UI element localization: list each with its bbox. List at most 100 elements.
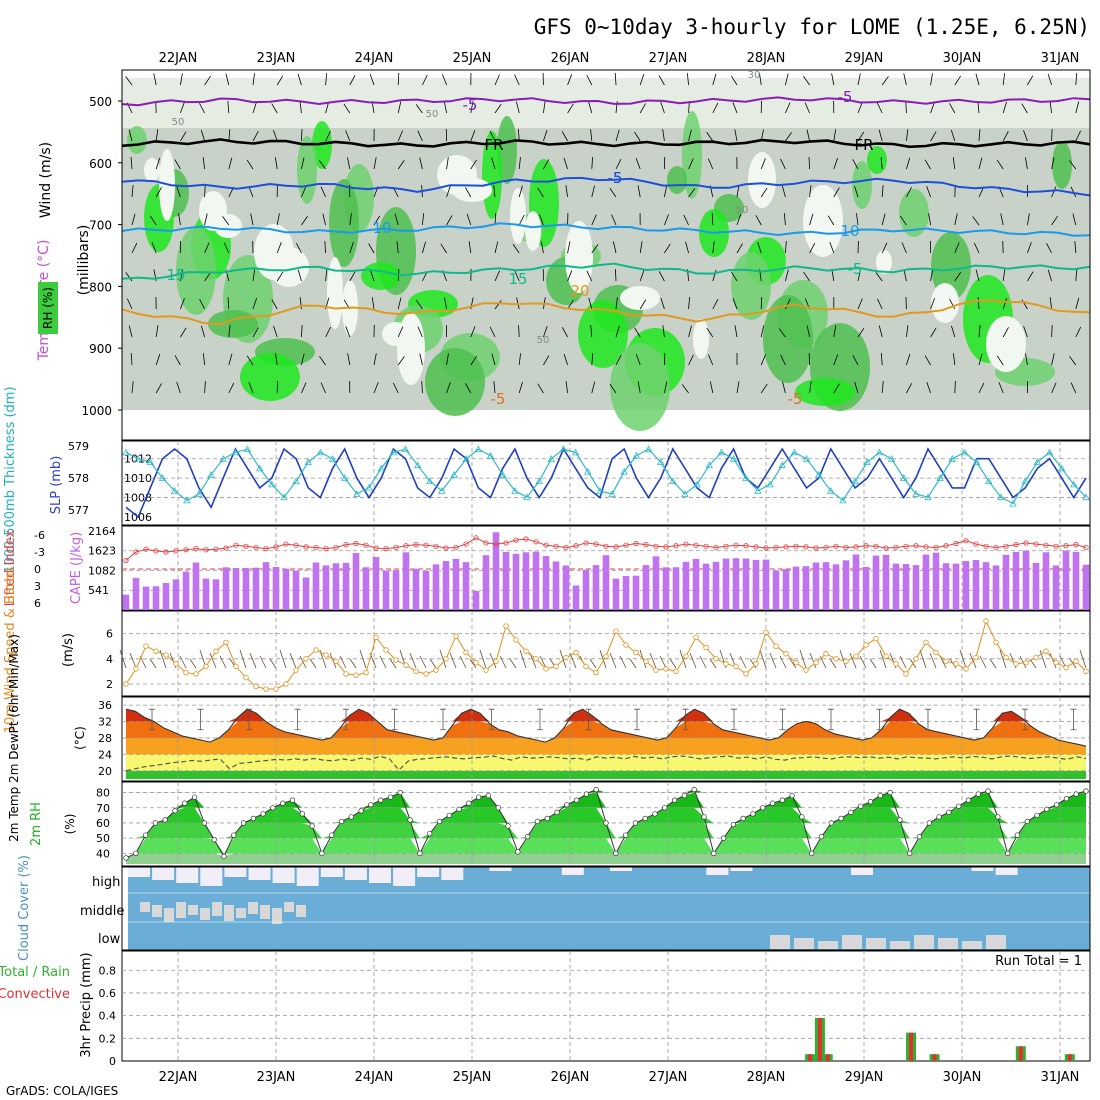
wind-speed-point	[433, 667, 439, 673]
cape-bar	[572, 585, 580, 610]
wind-barb	[155, 187, 162, 198]
wind-barb	[1075, 73, 1078, 86]
precip-tick: 0.2	[99, 1032, 117, 1045]
wind-barb	[664, 185, 668, 198]
rh-dry-patch	[269, 247, 309, 287]
wind-barb	[664, 214, 669, 226]
thickness-point	[243, 445, 252, 453]
cape-bar	[482, 555, 490, 610]
wind-barb	[539, 655, 547, 669]
wind-speed-point	[443, 656, 449, 662]
wind-barb	[252, 297, 258, 310]
wind-barb	[514, 270, 520, 282]
wind-barb	[561, 327, 568, 338]
thickness-point	[1021, 477, 1029, 485]
date-label-top: 30JAN	[943, 51, 982, 66]
cape-bar	[1002, 554, 1010, 610]
wind-barb	[609, 187, 617, 198]
wind-barb	[279, 649, 287, 669]
thickness-point	[474, 445, 483, 453]
wind-barb	[878, 129, 883, 142]
wind-barb	[1049, 101, 1052, 114]
rh-point	[182, 800, 188, 806]
wind-barb	[349, 658, 357, 669]
wind-barb	[369, 269, 375, 282]
cape-bar	[842, 560, 850, 610]
temperature-panel: 20 24 28 32 36	[98, 696, 1091, 782]
date-label-top: 25JAN	[453, 51, 492, 66]
wind-barb	[269, 658, 277, 669]
wind-barb	[249, 652, 257, 669]
wind-barb	[589, 658, 597, 669]
li-tick: -3	[34, 546, 45, 559]
precip-tick: 0.4	[99, 1010, 117, 1023]
li-point	[653, 543, 659, 549]
wind-barb	[180, 102, 185, 114]
li-point	[893, 544, 899, 551]
cape-bar	[782, 569, 790, 610]
cape-bar	[942, 563, 950, 610]
wind-barb	[875, 272, 883, 282]
cloud-middle-block	[236, 908, 246, 918]
wind-barb	[699, 655, 707, 669]
wind-barb	[833, 129, 837, 142]
rh-point	[534, 818, 541, 825]
rh-point	[1024, 818, 1030, 825]
li-point	[323, 545, 329, 552]
temperature-contour	[121, 138, 1091, 149]
panel-labels: Wind (m/s)Temperature (°C)RH (%)(milliba…	[3, 142, 94, 1058]
wind-barb	[637, 381, 641, 394]
wind-barb	[343, 103, 351, 114]
wind-speed-point	[1043, 648, 1049, 654]
cape-bar	[592, 565, 600, 610]
cloud-high-block	[851, 867, 873, 875]
wind-speed-point	[503, 623, 509, 629]
li-point	[703, 543, 709, 549]
cape-bar	[412, 568, 420, 610]
rh-point	[309, 823, 315, 829]
rh-dry-patch	[693, 319, 709, 359]
wind-barb	[219, 655, 227, 669]
wind-speed-point	[323, 652, 329, 658]
date-label-bottom: 30JAN	[943, 1070, 982, 1085]
thickness-point	[1009, 499, 1017, 507]
wind-barb	[325, 130, 331, 142]
wind-barb	[368, 243, 375, 254]
wind-barb	[446, 353, 449, 366]
wind-barb	[248, 382, 254, 394]
thickness-point	[559, 445, 568, 453]
wind-barb	[1046, 242, 1052, 254]
wind-barb	[373, 215, 381, 226]
thickness-point	[912, 490, 920, 497]
wind-barb	[119, 649, 127, 669]
wind-barb	[1002, 130, 1009, 142]
thickness-point	[486, 451, 495, 459]
rh-point	[1004, 850, 1011, 857]
rh-dry-patch	[525, 211, 541, 251]
rh-moist-patch	[763, 295, 813, 383]
minmax-bar	[294, 708, 301, 731]
rh-moist-patch	[852, 161, 872, 209]
temperature-line	[125, 708, 1087, 747]
wind-barb	[778, 328, 786, 338]
cape-bar	[682, 561, 690, 610]
slp-line	[125, 447, 1087, 519]
thickness-label: 1000-500mb Thickness (dm)	[3, 386, 18, 573]
wind-barb	[518, 214, 525, 226]
minmax-bar	[925, 708, 931, 731]
wind-barb	[930, 131, 937, 142]
wind-barb	[930, 101, 935, 114]
wind-barb	[658, 271, 665, 282]
wind-barb	[759, 73, 762, 86]
cape-bar	[402, 552, 410, 610]
wind-barb	[591, 381, 596, 394]
rh-point	[515, 849, 521, 855]
date-label-bottom: 25JAN	[453, 1070, 492, 1085]
rh-point	[848, 809, 854, 815]
slp-tick: 1010	[124, 472, 152, 485]
wind-barb	[1023, 325, 1028, 338]
wind-barb	[419, 157, 423, 170]
wind-barb	[130, 157, 133, 170]
cape-bar	[712, 561, 720, 610]
